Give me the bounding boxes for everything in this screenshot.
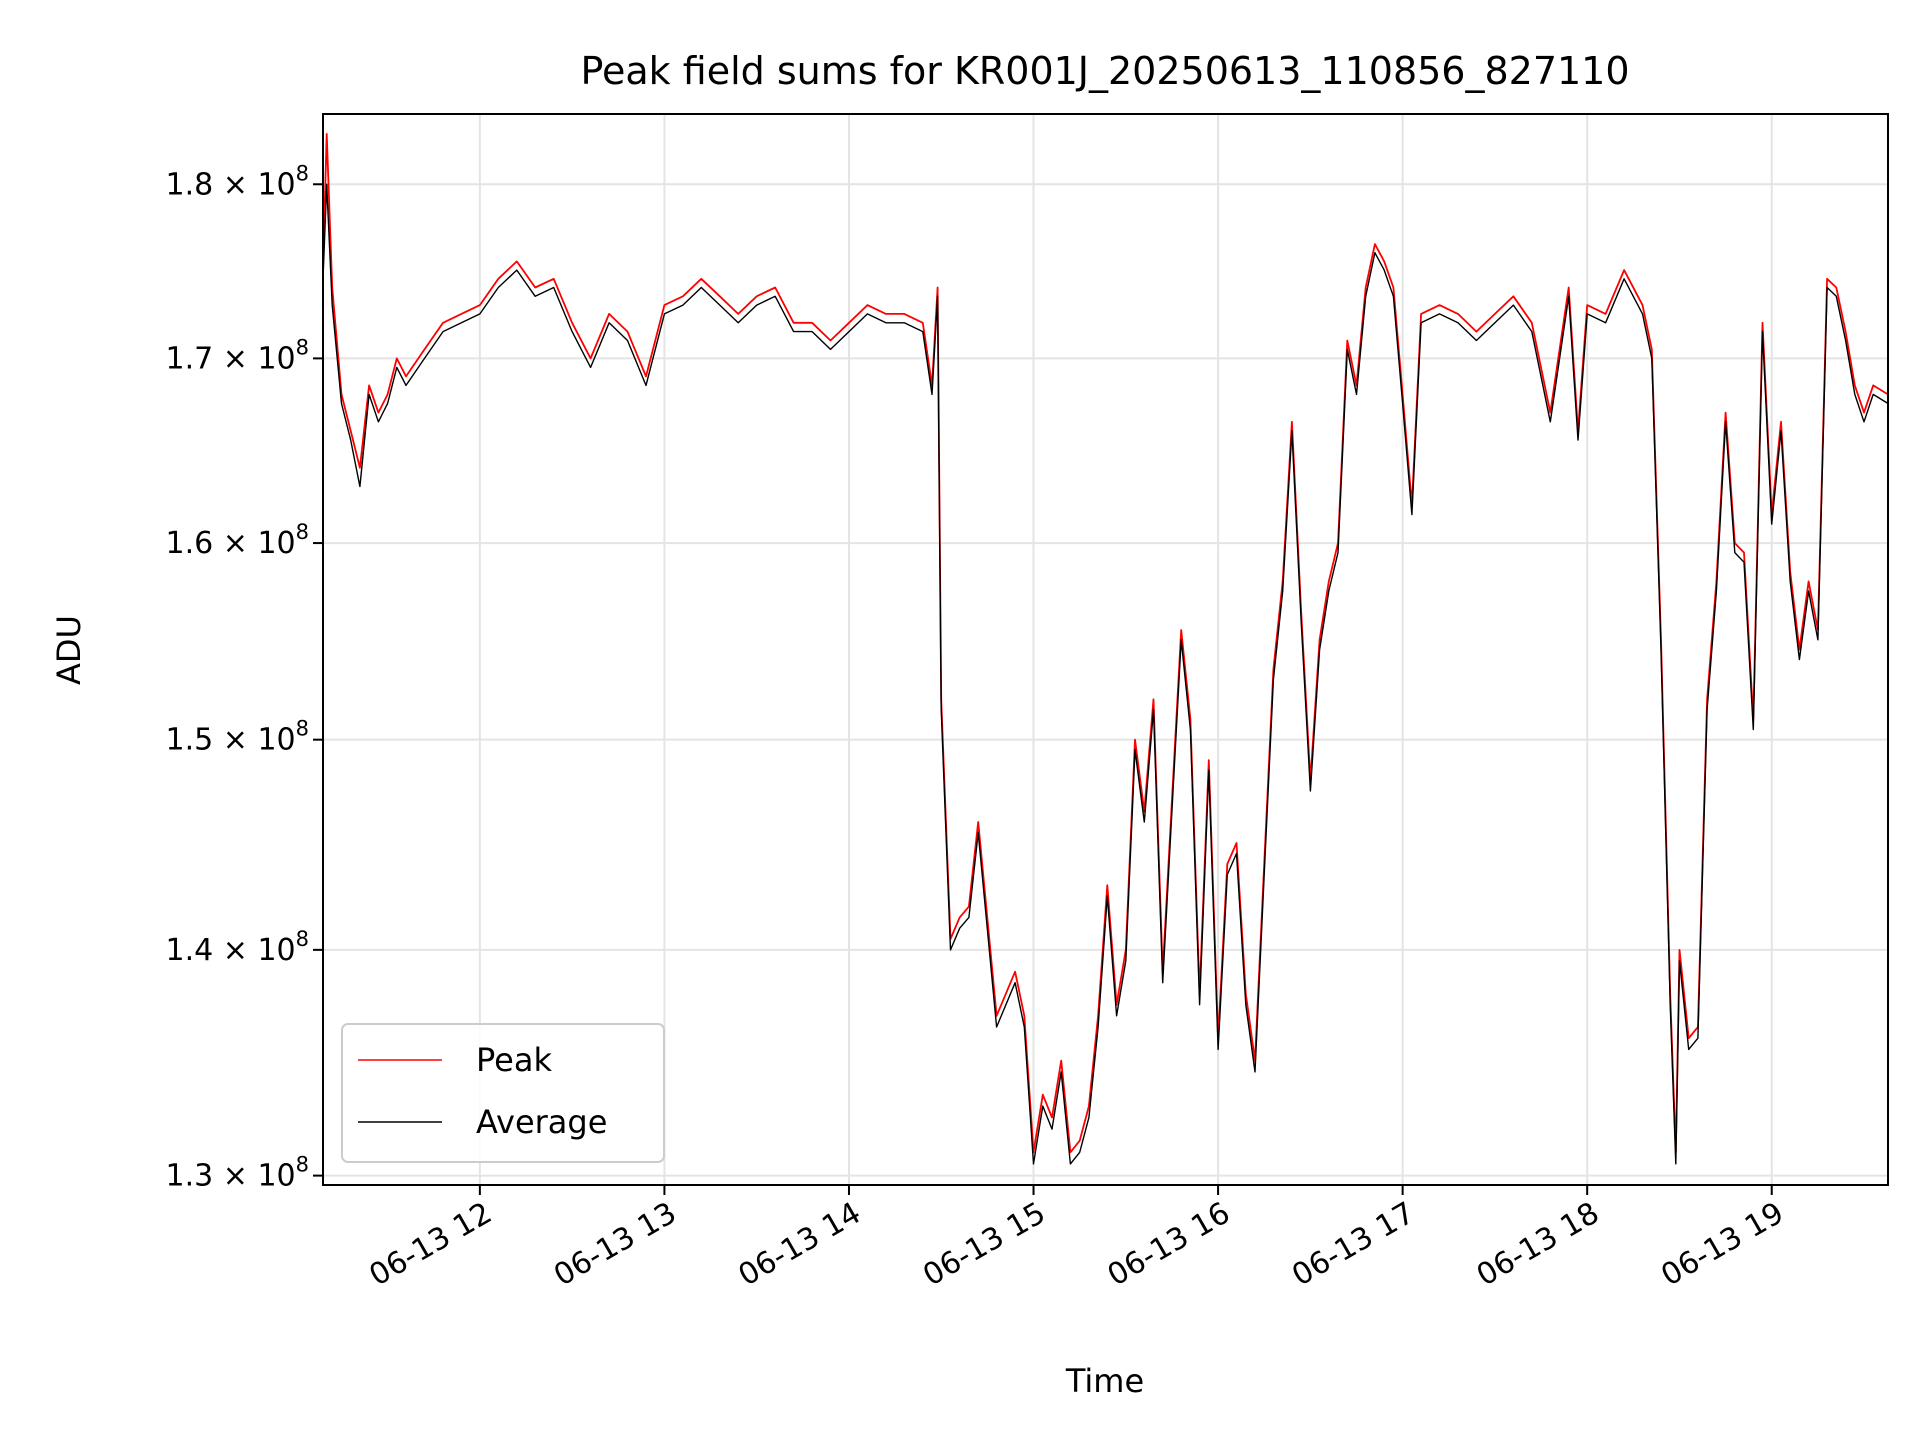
y-tick-label: 1.3 × 108 — [166, 1153, 309, 1194]
series-line-average — [323, 183, 1888, 1165]
y-tick-label: 1.6 × 108 — [166, 520, 309, 561]
legend-box — [341, 1023, 665, 1163]
y-tick-label: 1.7 × 108 — [166, 335, 309, 376]
plot-frame — [322, 113, 1889, 1186]
series-line-peak — [323, 132, 1888, 1154]
series-layer — [323, 132, 1888, 1165]
chart-title: Peak field sums for KR001J_20250613_1108… — [580, 49, 1629, 93]
legend: Peak Average — [341, 1023, 665, 1163]
y-axis-title: ADU — [50, 615, 88, 685]
y-tick-label: 1.4 × 108 — [166, 927, 309, 968]
y-tick-label: 1.8 × 108 — [166, 161, 309, 202]
legend-label-peak: Peak — [476, 1041, 552, 1079]
y-axis: 1.3 × 108 1.4 × 108 1.5 × 108 1.6 × 108 1.7 … — [166, 161, 323, 1194]
x-axis-title: Time — [1065, 1362, 1144, 1400]
grid-layer — [323, 114, 1888, 1185]
y-tick-label: 1.5 × 108 — [166, 717, 309, 758]
legend-label-average: Average — [476, 1103, 607, 1141]
